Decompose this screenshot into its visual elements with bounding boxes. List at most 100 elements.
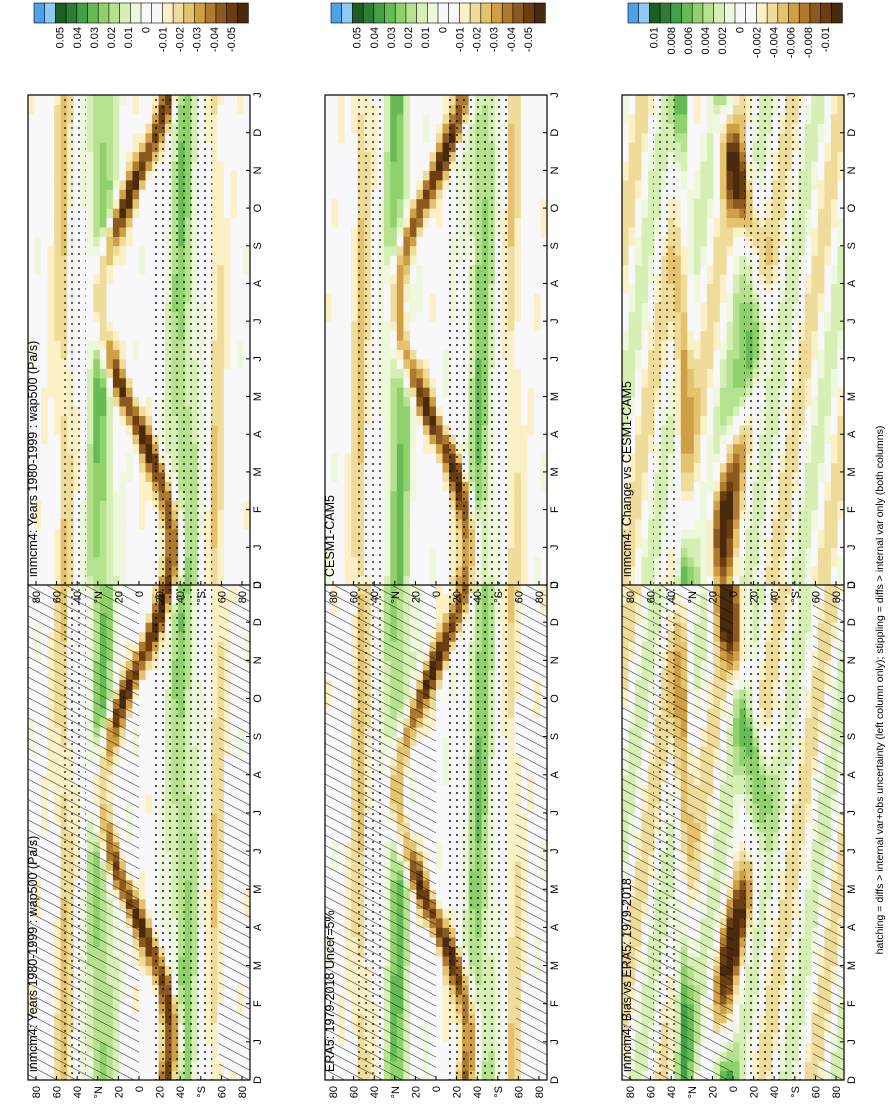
- heatmap-cell: [223, 198, 231, 209]
- heatmap-cell: [41, 340, 49, 350]
- heatmap-cell: [223, 113, 231, 124]
- heatmap-cell: [106, 415, 114, 426]
- heatmap-cell: [99, 528, 107, 539]
- heatmap-cell: [125, 453, 133, 464]
- y-tick-label: 60: [216, 1086, 228, 1098]
- heatmap-cell: [139, 255, 147, 266]
- heatmap-cell: [112, 151, 120, 162]
- colorbar-label: 0.05: [55, 27, 67, 48]
- heatmap-cell: [210, 1013, 218, 1024]
- colorbar-swatch: [183, 2, 196, 24]
- heatmap-cell: [217, 509, 225, 520]
- heatmap-cell: [139, 765, 147, 776]
- heatmap-cell: [106, 132, 114, 143]
- heatmap-cell: [145, 566, 153, 577]
- heatmap-cell: [230, 340, 238, 350]
- heatmap-cell: [236, 226, 244, 237]
- heatmap-cell: [93, 236, 101, 247]
- heatmap-cell: [236, 302, 244, 313]
- heatmap-cell: [106, 387, 114, 398]
- heatmap-cell: [132, 236, 140, 247]
- heatmap-cell: [139, 736, 147, 747]
- heatmap-cell: [93, 274, 101, 284]
- heatmap-cell: [125, 104, 133, 115]
- heatmap-cell: [442, 994, 450, 1005]
- heatmap-cell: [86, 208, 94, 219]
- heatmap-cell: [99, 462, 107, 473]
- heatmap-cell: [99, 179, 107, 190]
- heatmap-cell: [125, 302, 133, 313]
- heatmap-cell: [139, 377, 147, 388]
- colorbar-swatch: [130, 2, 142, 24]
- heatmap-cell: [217, 340, 225, 350]
- heatmap-cell: [243, 471, 251, 482]
- heatmap-cell: [217, 255, 225, 266]
- heatmap-cell: [139, 575, 147, 586]
- heatmap-cell: [210, 217, 218, 228]
- heatmap-cell: [41, 509, 49, 520]
- heatmap-cell: [236, 189, 244, 200]
- heatmap-cell: [93, 509, 101, 520]
- heatmap-cell: [125, 151, 133, 162]
- x-tick-label: S: [252, 733, 264, 740]
- heatmap-cell: [41, 330, 49, 341]
- heatmap-cell: [236, 434, 244, 445]
- heatmap-cell: [54, 255, 62, 266]
- heatmap-cell: [139, 198, 147, 209]
- heatmap-cell: [236, 340, 244, 350]
- heatmap-cell: [223, 142, 231, 153]
- hatching-overlay: [28, 584, 139, 1080]
- heatmap-cell: [145, 717, 153, 728]
- heatmap-cell: [86, 462, 94, 473]
- heatmap-cell: [436, 870, 444, 881]
- colorbar-swatch: [65, 2, 78, 24]
- heatmap-cell: [86, 245, 94, 256]
- heatmap-cell: [223, 189, 231, 200]
- heatmap-cell: [230, 198, 238, 209]
- heatmap-cell: [145, 727, 153, 738]
- heatmap-cell: [119, 406, 127, 416]
- heatmap-cell: [210, 669, 218, 680]
- heatmap-cell: [223, 283, 231, 294]
- heatmap-cell: [210, 650, 218, 661]
- heatmap-cell: [86, 434, 94, 445]
- heatmap-cell: [145, 793, 153, 804]
- heatmap-cell: [28, 415, 36, 426]
- heatmap-cell: [145, 255, 153, 266]
- heatmap-cell: [145, 151, 153, 162]
- heatmap-cell: [86, 509, 94, 520]
- heatmap-cell: [86, 292, 94, 303]
- heatmap-cell: [210, 321, 218, 332]
- heatmap-cell: [145, 631, 153, 642]
- heatmap-cell: [217, 321, 225, 332]
- heatmap-cell: [210, 612, 218, 623]
- heatmap-cell: [243, 434, 251, 445]
- heatmap-cell: [119, 321, 127, 332]
- heatmap-cell: [230, 95, 238, 105]
- heatmap-cell: [217, 179, 225, 190]
- heatmap-cell: [47, 575, 55, 586]
- heatmap-cell: [119, 208, 127, 219]
- heatmap-cell: [125, 123, 133, 134]
- heatmap-cell: [132, 453, 140, 464]
- heatmap-cell: [223, 434, 231, 445]
- heatmap-cell: [436, 851, 444, 862]
- heatmap-cell: [34, 198, 42, 209]
- heatmap-cell: [41, 415, 49, 426]
- heatmap-cell: [99, 443, 107, 454]
- heatmap-cell: [145, 340, 153, 350]
- heatmap-cell: [99, 547, 107, 558]
- heatmap-cell: [145, 622, 153, 633]
- heatmap-cell: [210, 340, 218, 350]
- heatmap-cell: [99, 330, 107, 341]
- heatmap-cell: [34, 236, 42, 247]
- heatmap-cell: [442, 936, 450, 947]
- heatmap-cell: [119, 264, 127, 275]
- heatmap-cell: [210, 179, 218, 190]
- heatmap-cell: [93, 292, 101, 303]
- heatmap-cell: [436, 956, 444, 967]
- heatmap-cell: [139, 746, 147, 757]
- heatmap-cell: [223, 556, 231, 567]
- heatmap-cell: [99, 340, 107, 350]
- heatmap-cell: [125, 434, 133, 445]
